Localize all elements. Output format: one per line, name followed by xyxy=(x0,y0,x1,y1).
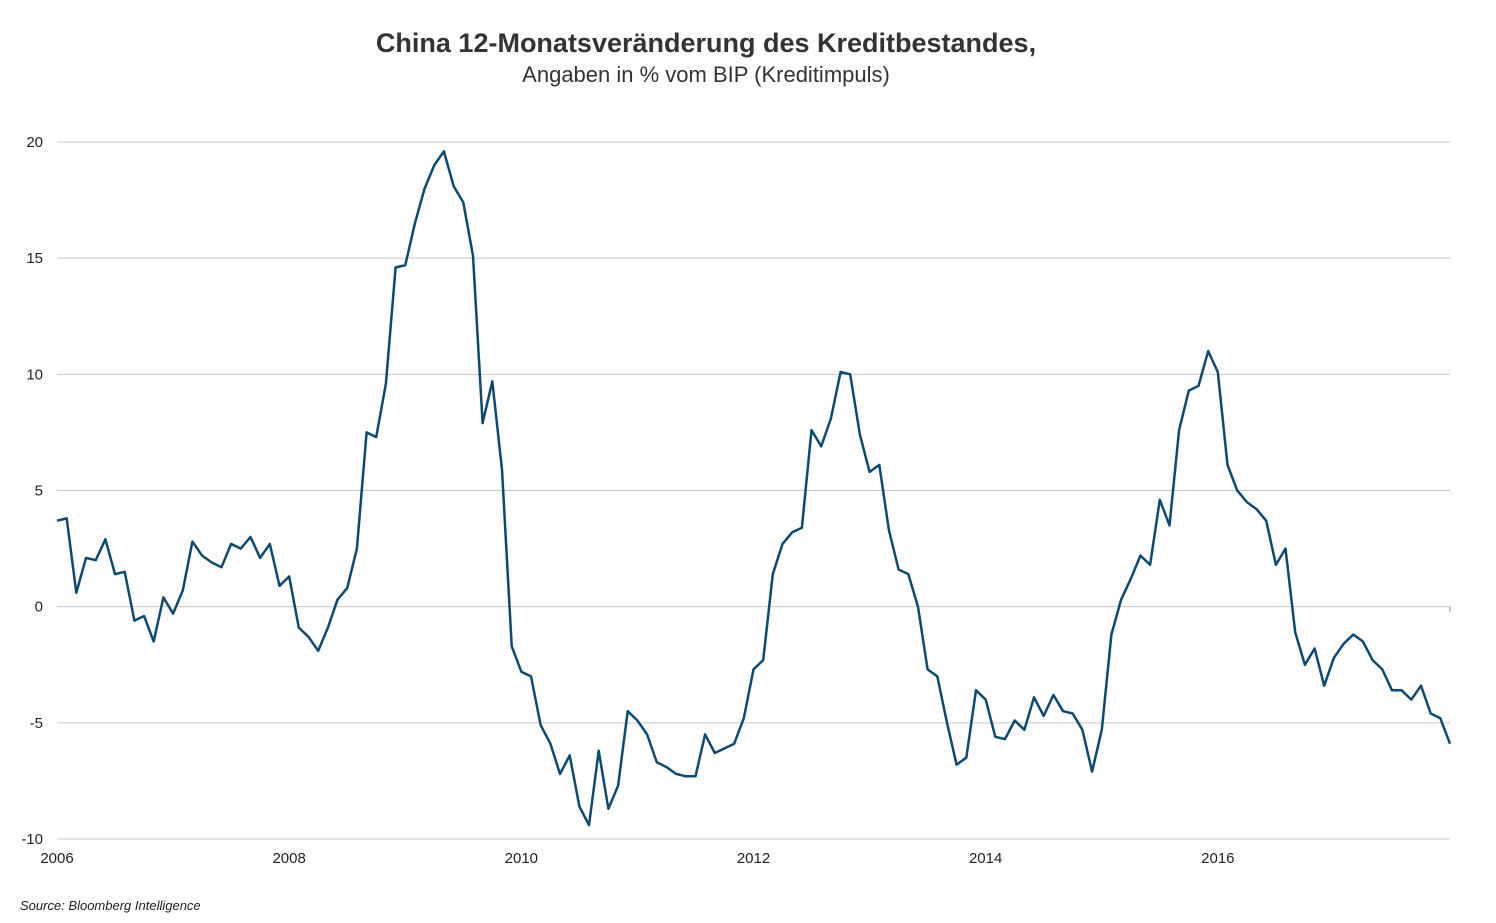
y-tick-label: 20 xyxy=(26,134,43,151)
y-tick-label: 10 xyxy=(26,366,43,383)
y-tick-label: -5 xyxy=(30,715,43,732)
y-tick-label: 15 xyxy=(26,250,43,267)
x-tick-label: 2016 xyxy=(1201,850,1234,867)
series-group xyxy=(56,150,1452,827)
y-tick-label: 0 xyxy=(35,599,43,616)
series-line xyxy=(56,150,1452,827)
x-tick-label: 2014 xyxy=(969,850,1002,867)
chart-subtitle: Angaben in % vom BIP (Kreditimpuls) xyxy=(522,62,890,87)
y-tick-label: 5 xyxy=(35,483,43,500)
source-note: Source: Bloomberg Intelligence xyxy=(20,898,201,913)
x-tick-label: 2008 xyxy=(272,850,305,867)
x-tick-label: 2010 xyxy=(505,850,538,867)
x-tick-label: 2012 xyxy=(737,850,770,867)
x-tick-label: 2006 xyxy=(40,850,73,867)
y-axis-ticks: 20 15 10 5 0 -5 -10 xyxy=(21,134,43,848)
grid-lines xyxy=(57,141,1450,840)
x-axis-ticks: 2006 2008 2010 2012 2014 2016 xyxy=(40,606,1451,867)
chart-title: China 12-Monatsveränderung des Kreditbes… xyxy=(375,28,1037,58)
y-tick-label: -10 xyxy=(21,831,43,848)
